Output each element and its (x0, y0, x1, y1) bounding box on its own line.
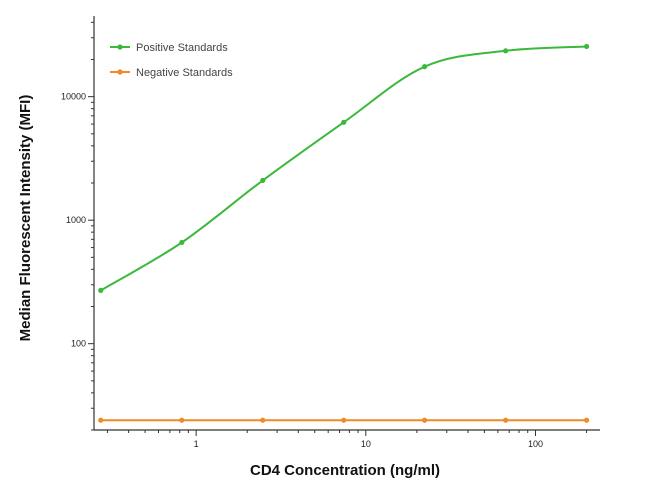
positive-standards-point (260, 177, 266, 183)
legend-marker-negative-standards (117, 69, 123, 75)
positive-standards-point (503, 48, 509, 54)
negative-standards-point (260, 417, 266, 423)
positive-standards-point (341, 119, 347, 125)
legend-label-positive-standards: Positive Standards (136, 42, 228, 54)
positive-standards-line (100, 45, 587, 292)
positive-standards-point (179, 239, 185, 246)
legend-label-negative-standards: Negative Standards (136, 67, 233, 79)
negative-standards-point (421, 417, 428, 423)
axes: 100 1000 10000 1 10 100 (61, 16, 600, 449)
negative-standards-point (583, 417, 590, 423)
legend: Positive Standards Negative Standards (110, 42, 233, 79)
x-tick-label: 1 (194, 439, 199, 449)
negative-standards-point (98, 417, 104, 423)
y-axis-title: Median Fluorescent Intensity (MFI) (17, 95, 34, 342)
y-tick-label: 1000 (66, 215, 86, 225)
y-tick-label: 10000 (61, 92, 86, 102)
negative-standards-point (179, 417, 185, 423)
series-layer (98, 43, 590, 423)
positive-standards-point (421, 64, 428, 70)
y-tick-label: 100 (71, 339, 86, 349)
negative-standards-point (341, 417, 347, 423)
positive-standards-point (98, 287, 104, 294)
x-axis-title: CD4 Concentration (ng/ml) (250, 462, 440, 479)
x-tick-label: 100 (528, 439, 543, 449)
positive-standards-point (583, 43, 590, 50)
x-tick-label: 10 (361, 439, 371, 449)
negative-standards-point (503, 417, 509, 423)
legend-marker-positive-standards (117, 44, 123, 50)
